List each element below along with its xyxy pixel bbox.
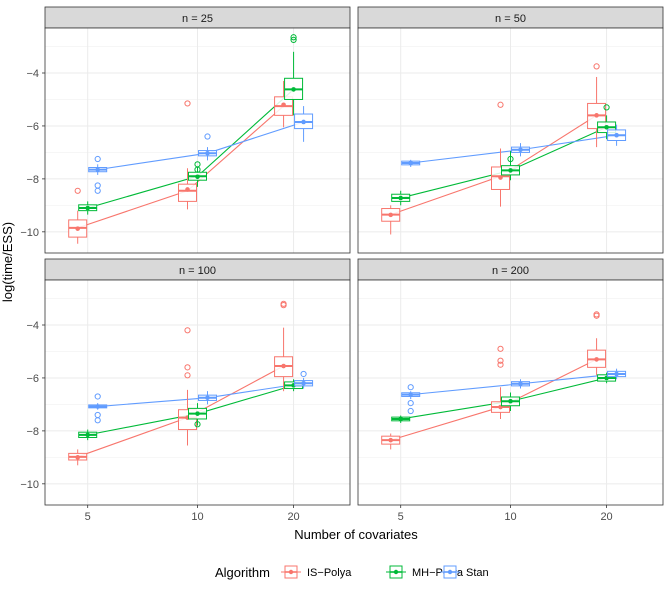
- outlier-point: [184, 100, 191, 107]
- y-tick-label: −4: [26, 320, 39, 332]
- box-mean-point: [205, 395, 210, 401]
- legend: Algorithm IS−Polya MH−Polya Stan: [215, 565, 489, 580]
- box-mean-point: [518, 381, 523, 387]
- box-mean-point: [398, 416, 404, 422]
- facet-strip-label: n = 50: [495, 13, 526, 25]
- outlier-point: [184, 372, 191, 379]
- y-tick-label: −10: [20, 227, 39, 239]
- box-mean-point: [195, 174, 200, 180]
- box-mean-point: [508, 398, 513, 404]
- outlier-point: [507, 155, 514, 163]
- panel-border: [357, 27, 664, 254]
- box-mean-point: [518, 147, 523, 153]
- facet-strip-label: n = 200: [492, 265, 529, 277]
- panel-border: [44, 27, 351, 254]
- legend-key-point: [393, 569, 399, 575]
- box-mean-point: [205, 150, 210, 156]
- y-tick-label: −4: [26, 68, 39, 80]
- box: [178, 183, 197, 202]
- outlier-point: [497, 361, 504, 368]
- outlier-point: [603, 104, 610, 111]
- outlier-point: [407, 399, 414, 407]
- x-tick-label: 10: [504, 511, 516, 523]
- y-axis-title: log(time/ESS): [0, 222, 15, 302]
- box-mean-point: [281, 363, 286, 369]
- box-mean-point: [291, 87, 296, 92]
- box-mean-point: [85, 205, 90, 211]
- outlier-point: [184, 327, 191, 334]
- box-mean-point: [301, 380, 306, 386]
- outlier-point: [300, 370, 307, 378]
- box-mean-point: [301, 119, 306, 125]
- box-mean-point: [408, 160, 414, 166]
- legend-key-point: [447, 569, 453, 575]
- box-mean-point: [398, 195, 404, 201]
- box-mean-point: [614, 132, 619, 138]
- x-tick-label: 10: [191, 511, 203, 523]
- outlier-point: [593, 63, 600, 70]
- y-tick-label: −8: [26, 426, 39, 438]
- box-mean-point: [604, 124, 609, 130]
- outlier-point: [497, 357, 504, 364]
- y-tick-label: −6: [26, 373, 39, 385]
- legend-key-point: [288, 569, 294, 575]
- box-mean-point: [195, 411, 200, 416]
- box-mean-point: [388, 212, 394, 218]
- outlier-point: [407, 384, 414, 391]
- outlier-point: [407, 407, 414, 415]
- outlier-point: [74, 187, 81, 194]
- outlier-point: [290, 36, 297, 44]
- outlier-point: [497, 101, 504, 108]
- facet-strip-label: n = 100: [179, 265, 216, 277]
- box-mean-point: [498, 175, 503, 180]
- outlier-point: [94, 155, 101, 163]
- box-mean-point: [594, 357, 599, 362]
- box-mean-point: [95, 404, 100, 409]
- outlier-point: [94, 417, 101, 424]
- x-axis-title: Number of covariates: [294, 527, 418, 542]
- box-mean-point: [594, 113, 599, 118]
- outlier-point: [194, 421, 201, 428]
- outlier-point: [280, 302, 287, 309]
- facet-strip-label: n = 25: [182, 13, 213, 25]
- x-tick-label: 20: [287, 511, 299, 523]
- y-tick-label: −6: [26, 121, 39, 133]
- box-mean-point: [95, 167, 100, 172]
- box-mean-point: [408, 392, 414, 397]
- x-tick-label: 5: [85, 511, 91, 523]
- outlier-point: [94, 187, 101, 194]
- box-mean-point: [281, 102, 286, 108]
- outlier-point: [593, 312, 600, 319]
- box-mean-point: [85, 432, 90, 438]
- facet-panels: n = 25 −10 −8 −6 −4 n = 50 n = 100 −10 −8 −6 −4 5 10…: [20, 6, 664, 523]
- outlier-point: [204, 133, 211, 140]
- outlier-point: [184, 364, 191, 371]
- outlier-point: [94, 393, 101, 400]
- box-mean-point: [388, 437, 394, 443]
- box-mean-point: [614, 371, 619, 377]
- outlier-point: [194, 166, 201, 173]
- legend-title: Algorithm: [215, 565, 270, 580]
- outlier-point: [290, 34, 297, 41]
- y-tick-label: −10: [20, 479, 39, 491]
- box-mean-point: [75, 226, 80, 231]
- y-tick-label: −8: [26, 174, 39, 186]
- box-mean-point: [508, 168, 513, 173]
- legend-label: Stan: [466, 567, 489, 579]
- box-mean-point: [185, 187, 190, 192]
- x-tick-label: 5: [398, 511, 404, 523]
- legend-label: IS−Polya: [307, 567, 352, 579]
- box-mean-point: [75, 455, 80, 460]
- x-tick-label: 20: [600, 511, 612, 523]
- outlier-point: [497, 345, 504, 352]
